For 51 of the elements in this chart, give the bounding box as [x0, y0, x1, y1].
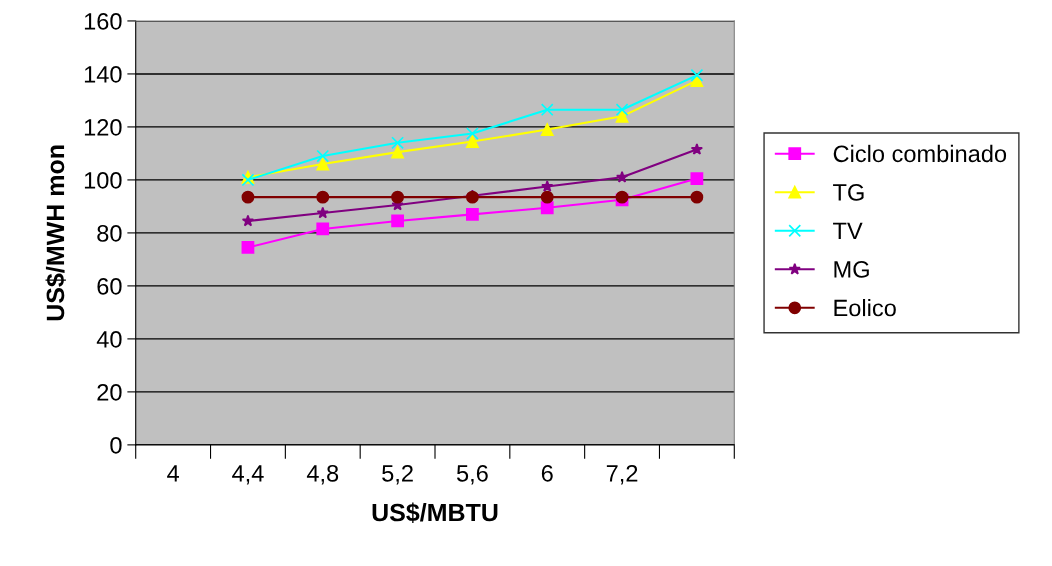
point: [690, 190, 704, 204]
y-tick-label: 40: [96, 330, 122, 348]
point: [391, 214, 404, 228]
point: [466, 207, 479, 221]
point: [615, 170, 629, 183]
point: [391, 190, 404, 204]
point: [391, 145, 404, 159]
y-tick-label: 0: [110, 436, 122, 454]
y-tick-label: 140: [84, 66, 122, 83]
x-tick-label: 4: [167, 465, 179, 482]
point: [391, 136, 404, 150]
point: [466, 127, 479, 140]
point: [540, 190, 554, 204]
x-axis-title: US$/MBTU: [372, 502, 498, 523]
y-tick-label: 20: [97, 383, 122, 401]
x-tick-label: 4,4: [232, 465, 264, 485]
x-tick-label: 5,6: [456, 464, 488, 485]
point: [241, 214, 255, 227]
point: [316, 157, 330, 171]
point: [541, 180, 554, 192]
point: [690, 68, 704, 82]
x-tick-label: 5,2: [382, 464, 413, 485]
point: [540, 123, 554, 136]
y-axis-title: US$/MWH mon: [45, 145, 66, 321]
point: [316, 149, 330, 163]
point: [466, 135, 479, 148]
point: [690, 143, 704, 155]
point: [316, 206, 329, 219]
legend-label: TV: [833, 222, 863, 240]
point: [690, 172, 704, 185]
y-tick-label: 60: [97, 277, 122, 295]
legend-label: Eolico: [834, 298, 896, 317]
y-tick-label: 100: [84, 171, 122, 189]
y-tick-label: 80: [97, 224, 122, 242]
legend-label: Ciclo combinado: [833, 144, 1007, 163]
point: [540, 201, 554, 215]
point: [241, 190, 255, 204]
x-tick-label: 6: [541, 464, 553, 482]
y-tick-label: 120: [84, 118, 122, 136]
point: [615, 109, 629, 123]
point: [316, 222, 330, 236]
legend-label: MG: [834, 261, 869, 278]
point: [540, 103, 554, 117]
point: [241, 241, 255, 254]
point: [316, 190, 330, 204]
legend-label: TG: [833, 183, 864, 201]
y-tick-label: 160: [84, 13, 122, 30]
x-tick-label: 4,8: [306, 464, 339, 485]
point: [690, 74, 704, 87]
point: [615, 103, 629, 117]
x-tick-label: 7,2: [606, 464, 638, 485]
